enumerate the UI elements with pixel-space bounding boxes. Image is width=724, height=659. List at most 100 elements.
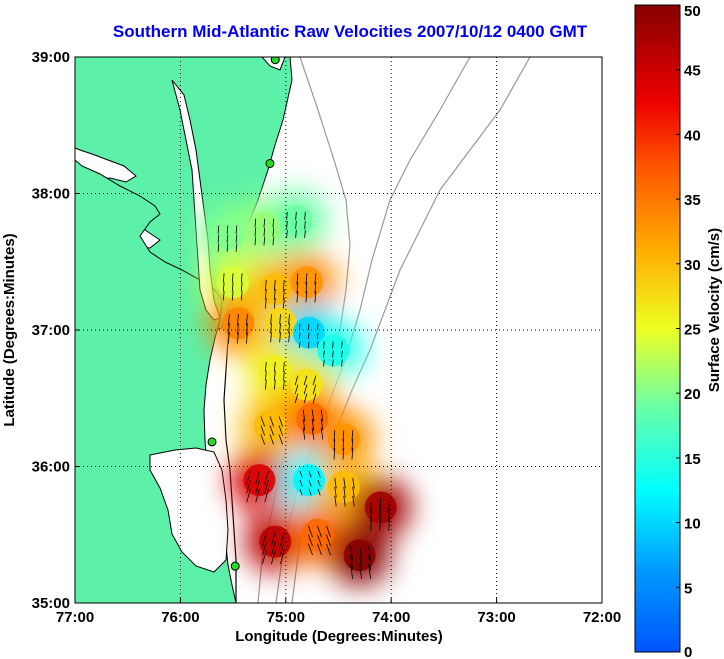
y-tick-label: 38:00 bbox=[32, 186, 70, 203]
velocity-vector bbox=[296, 282, 299, 294]
velocity-vector bbox=[311, 409, 315, 422]
velocity-vector bbox=[351, 448, 354, 460]
velocity-vector bbox=[302, 409, 306, 422]
x-tick-label: 76:00 bbox=[161, 609, 199, 626]
velocity-vector bbox=[274, 379, 276, 390]
velocity-vector bbox=[342, 430, 345, 442]
velocity-vector bbox=[343, 495, 346, 507]
velocity-vector bbox=[359, 546, 363, 562]
velocity-vector bbox=[269, 434, 274, 445]
velocity-vector bbox=[295, 229, 297, 238]
velocity-vector bbox=[334, 486, 337, 498]
velocity-vectors bbox=[217, 211, 391, 580]
velocity-vector bbox=[317, 534, 322, 547]
velocity-vector bbox=[231, 273, 234, 283]
velocity-vector bbox=[326, 525, 331, 538]
velocity-vector bbox=[317, 323, 319, 330]
x-tick-label: 77:00 bbox=[56, 609, 94, 626]
pamlico-sound bbox=[149, 447, 229, 573]
velocity-vector bbox=[317, 341, 319, 348]
velocity-vector bbox=[261, 550, 267, 565]
colorbar-tick-label: 0 bbox=[684, 644, 692, 659]
colorbar-tick-label: 5 bbox=[684, 580, 692, 597]
velocity-vector bbox=[323, 341, 325, 349]
velocity-vector bbox=[332, 341, 334, 349]
velocity-vector bbox=[379, 507, 382, 523]
velocity-vector bbox=[379, 516, 382, 532]
velocity-vector bbox=[272, 227, 275, 237]
velocity-vector bbox=[333, 448, 336, 460]
velocity-vector bbox=[288, 314, 290, 325]
velocity-vector bbox=[279, 541, 285, 556]
velocity-vector bbox=[246, 471, 251, 485]
velocity-vector bbox=[260, 425, 265, 436]
velocity-vector bbox=[255, 489, 260, 503]
velocity-vector bbox=[240, 282, 243, 292]
velocity-vector bbox=[274, 370, 276, 381]
velocity-vector bbox=[299, 480, 303, 487]
velocity-vector bbox=[333, 430, 336, 442]
velocity-vector bbox=[303, 393, 308, 404]
velocity-vector bbox=[314, 282, 317, 294]
colorbar-tick-label: 20 bbox=[684, 386, 701, 403]
velocity-vector bbox=[308, 341, 310, 348]
velocity-vector bbox=[270, 532, 276, 547]
velocity-vector bbox=[308, 525, 313, 538]
velocity-vector bbox=[231, 291, 234, 301]
y-tick-label: 39:00 bbox=[32, 49, 70, 66]
velocity-vector bbox=[370, 498, 373, 514]
velocity-vector bbox=[308, 543, 313, 556]
velocity-vector bbox=[273, 280, 276, 291]
velocity-vector bbox=[235, 234, 238, 243]
velocity-vector bbox=[326, 543, 331, 556]
velocity-vector bbox=[303, 375, 308, 386]
velocity-vector bbox=[278, 434, 283, 445]
velocity-vector bbox=[295, 220, 297, 229]
velocity-vector bbox=[282, 289, 285, 300]
velocity-vector bbox=[379, 498, 382, 514]
velocity-vector bbox=[352, 486, 355, 498]
velocity-vector bbox=[263, 218, 266, 228]
velocity-vector bbox=[227, 314, 230, 326]
velocity-vector bbox=[320, 409, 324, 422]
chart-title: Southern Mid-Atlantic Raw Velocities 200… bbox=[112, 22, 588, 41]
velocity-vector bbox=[260, 416, 265, 427]
velocity-vector bbox=[245, 314, 248, 326]
station-markers bbox=[207, 57, 280, 571]
velocity-vector bbox=[255, 471, 260, 485]
velocity-vector bbox=[279, 323, 281, 334]
velocity-vector bbox=[352, 495, 355, 507]
velocity-vector bbox=[288, 323, 290, 334]
velocity-vector bbox=[264, 489, 269, 503]
velocity-vector bbox=[264, 471, 269, 485]
velocity-vector bbox=[317, 471, 321, 478]
colorbar bbox=[634, 4, 681, 653]
velocity-vector bbox=[341, 341, 343, 349]
velocity-vector bbox=[343, 477, 346, 489]
velocity-vector bbox=[270, 332, 272, 343]
velocity-vector bbox=[305, 291, 308, 303]
velocity-vector bbox=[350, 555, 354, 571]
velocity-vector bbox=[359, 555, 363, 571]
velocity-vector bbox=[351, 430, 354, 442]
velocity-vector bbox=[308, 471, 312, 478]
velocity-vector bbox=[294, 375, 299, 386]
velocity-vector bbox=[261, 541, 267, 556]
x-tick-label: 74:00 bbox=[372, 609, 410, 626]
velocity-vector bbox=[341, 359, 343, 367]
velocity-vector bbox=[226, 243, 229, 252]
radar-station bbox=[265, 158, 275, 168]
velocity-vector bbox=[317, 525, 322, 538]
velocity-vector bbox=[296, 291, 299, 303]
velocity-vector bbox=[245, 332, 248, 344]
velocity-vector bbox=[299, 471, 303, 478]
velocity-vector bbox=[341, 350, 343, 358]
velocity-vector bbox=[264, 298, 267, 309]
velocity-vector bbox=[308, 489, 312, 496]
velocity-vector bbox=[279, 532, 285, 547]
velocity-vector bbox=[332, 350, 334, 358]
velocity-vector bbox=[314, 273, 317, 285]
velocity-vector bbox=[317, 489, 321, 496]
velocity-vector bbox=[312, 375, 317, 386]
